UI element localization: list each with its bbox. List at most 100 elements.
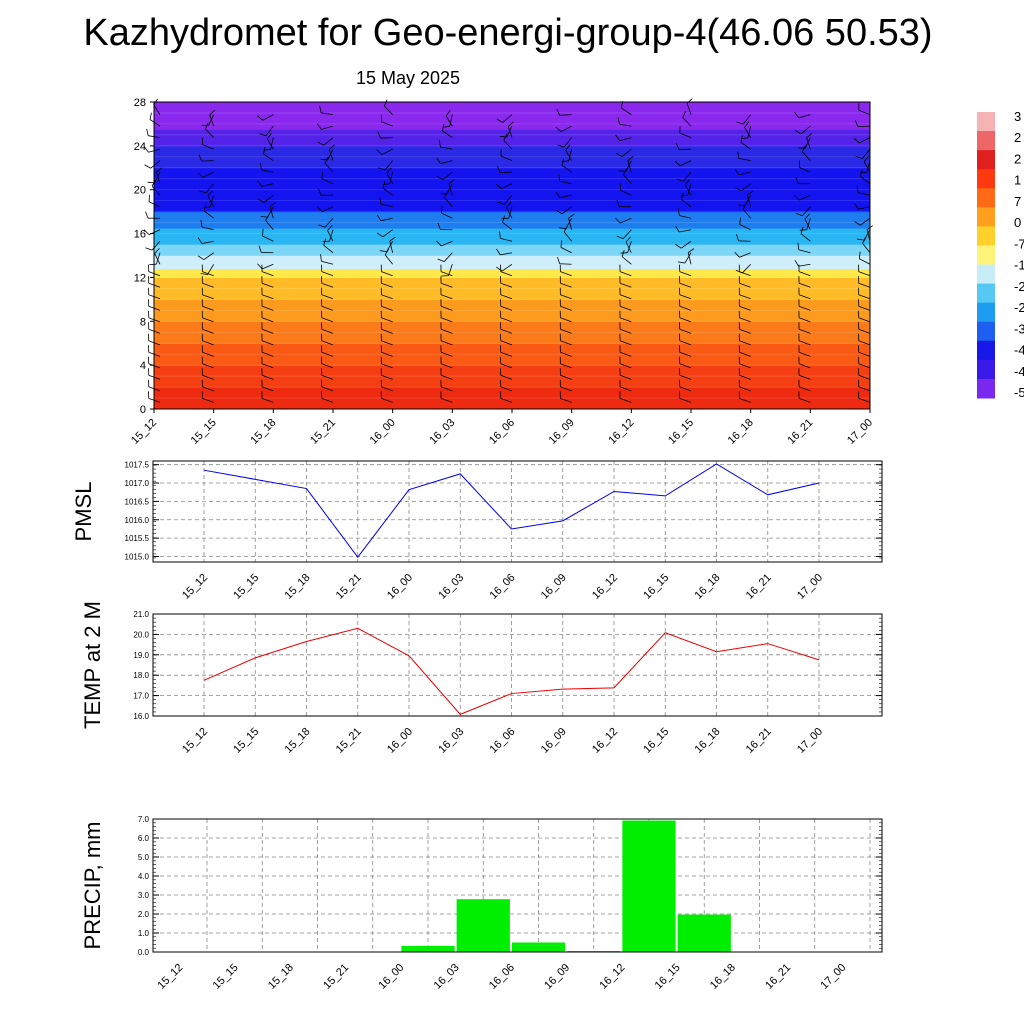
wind-barb [261, 169, 274, 173]
wind-barb [568, 149, 573, 161]
wind-barb-feather [437, 258, 445, 262]
wind-barb [324, 217, 334, 228]
wind-barb-feather [320, 254, 322, 262]
wind-barb [327, 230, 334, 242]
wind-barb [679, 215, 692, 219]
wind-barb-feather [316, 123, 322, 130]
profile-band [154, 343, 870, 366]
wind-barb-feather [257, 115, 264, 121]
profile-band [154, 321, 870, 344]
wind-barb [154, 171, 161, 184]
wind-barb-feather [734, 186, 742, 192]
wind-barb [500, 340, 513, 346]
wind-barb [863, 161, 871, 173]
wind-barb [389, 172, 394, 184]
wind-barb [153, 104, 161, 115]
wind-barb [798, 397, 811, 403]
wind-barb [261, 305, 274, 311]
wind-barb [156, 172, 161, 184]
wind-barb [620, 217, 632, 224]
wind-barb [559, 194, 572, 199]
wind-barb [806, 137, 811, 150]
wind-barb [202, 171, 214, 178]
colorbar-swatch [977, 112, 995, 132]
wind-barb [381, 340, 393, 346]
wind-barb [560, 386, 572, 392]
x-tick-label: 16_03 [432, 962, 462, 992]
wind-barb-feather [257, 180, 262, 187]
wind-barb-feather [376, 149, 383, 155]
x-tick-label: 16_00 [385, 572, 415, 602]
wind-barb-feather [862, 237, 867, 244]
wind-barb [446, 183, 453, 195]
wind-barb [202, 317, 214, 323]
x-tick-label: 16_06 [487, 417, 517, 447]
wind-barb [560, 397, 572, 403]
wind-barb-feather [859, 171, 867, 174]
wind-barb [560, 294, 572, 300]
wind-barb [619, 305, 632, 311]
y-tick-label: 1017.0 [125, 479, 150, 488]
temp-panel: 16.0 17.0 18.0 19.0 20.0 21.0 15_12 15_15 15_18 1… [80, 601, 883, 756]
wind-barb [858, 109, 871, 115]
wind-barb [747, 126, 752, 138]
colorbar-label: 7 [1014, 194, 1021, 209]
chart-title: Kazhydromet for Geo-energi-group-4(46.06… [83, 12, 932, 54]
wind-barb-feather [439, 193, 447, 195]
wind-barb [680, 240, 692, 249]
wind-barb [261, 328, 274, 334]
wind-barb [210, 195, 215, 207]
y-tick-label: 20 [134, 185, 146, 197]
precip-bar [456, 899, 510, 952]
wind-barb-feather [568, 213, 575, 219]
wind-barb [261, 351, 274, 357]
wind-barb [321, 125, 334, 130]
wind-barb [679, 271, 692, 277]
x-tick-label: 16_00 [368, 417, 398, 447]
x-tick-label: 16_09 [547, 417, 577, 447]
wind-barb-feather [144, 164, 151, 169]
wind-barb [381, 374, 393, 380]
wind-barb [502, 222, 513, 231]
wind-barb [265, 125, 274, 136]
wind-barb [381, 397, 393, 403]
wind-barb [440, 328, 453, 334]
wind-barb [619, 374, 632, 380]
wind-barb [738, 157, 751, 162]
wind-barb-feather [147, 181, 155, 184]
x-tick-label: 16_09 [539, 726, 569, 756]
x-tick-label: 16_09 [539, 572, 569, 602]
x-tick-label: 16_06 [488, 572, 518, 602]
wind-barb [858, 363, 871, 369]
wind-barb [321, 206, 334, 213]
wind-barb-feather [854, 203, 859, 210]
wind-barb-feather [198, 154, 203, 162]
wind-barb [560, 317, 572, 323]
wind-barb-feather [319, 105, 322, 113]
wind-barb [742, 208, 751, 219]
wind-barb [858, 351, 871, 357]
wind-barb [202, 305, 214, 311]
wind-barb [321, 317, 334, 323]
wind-barb-feather [806, 132, 813, 139]
wind-barb [261, 386, 274, 392]
colorbar-label: -3 [1014, 321, 1024, 336]
wind-barb [560, 340, 572, 346]
colorbar-swatch [977, 321, 995, 342]
y-tick-label: 8 [140, 316, 146, 328]
wind-barb-feather [442, 125, 450, 128]
wind-barb [627, 160, 632, 173]
wind-barb [148, 201, 161, 208]
y-tick-label: 16 [134, 229, 146, 241]
wind-barb-feather [863, 156, 869, 162]
y-tick-label: 1016.0 [125, 516, 150, 525]
x-tick-label: 15_21 [321, 962, 351, 992]
wind-barb [500, 305, 513, 311]
wind-barb [619, 328, 632, 334]
wind-barb [500, 363, 513, 369]
wind-barb-feather [389, 236, 396, 242]
wind-barb [568, 218, 573, 230]
colorbar-label: -7 [1014, 236, 1024, 251]
y-tick-label: 1015.0 [125, 552, 150, 561]
wind-barb-feather [555, 209, 563, 215]
